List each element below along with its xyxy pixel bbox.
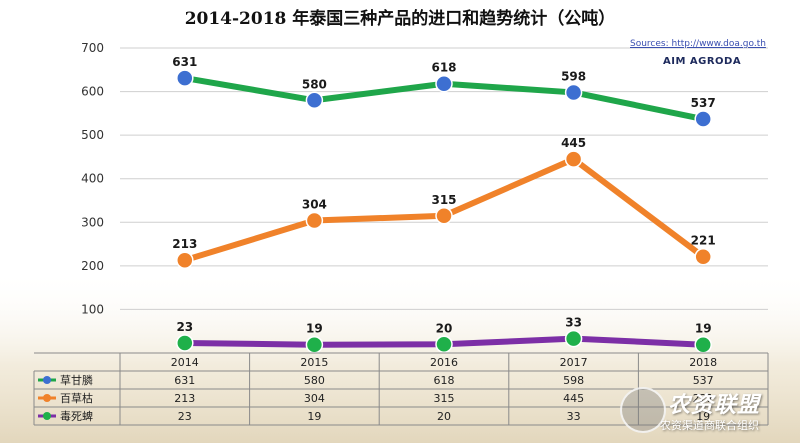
series-name: 百草枯 xyxy=(60,391,93,405)
x-tick-label: 2018 xyxy=(689,356,717,369)
table-cell: 580 xyxy=(304,374,325,387)
x-tick-label: 2016 xyxy=(430,356,458,369)
data-point xyxy=(305,91,324,110)
y-tick-label: 200 xyxy=(81,259,104,273)
x-tick-label: 2015 xyxy=(300,356,328,369)
data-label: 631 xyxy=(172,55,197,69)
table-cell: 23 xyxy=(178,410,192,423)
table-cell: 445 xyxy=(563,392,584,405)
y-tick-label: 500 xyxy=(81,128,104,142)
data-labels: 631 580 618 598 537 213 304 315 445 221 23 19 20 33 19 xyxy=(172,55,715,336)
table-cell: 598 xyxy=(563,374,584,387)
table-cell: 631 xyxy=(174,374,195,387)
watermark-subtitle: 农资渠道商联合组织 xyxy=(660,419,759,432)
data-point xyxy=(435,207,453,225)
data-label: 20 xyxy=(436,321,453,335)
series-name: 草甘膦 xyxy=(60,374,93,387)
data-point xyxy=(564,150,583,168)
watermark-logo-icon xyxy=(620,387,666,433)
legend-key-marker xyxy=(43,394,51,402)
data-label: 213 xyxy=(172,237,197,251)
data-label: 315 xyxy=(431,193,456,207)
data-label: 33 xyxy=(565,316,582,330)
y-tick-label: 100 xyxy=(81,302,104,316)
data-point xyxy=(305,335,324,354)
legend-key-marker xyxy=(43,376,51,384)
brand-logo-text: AIM AGRODA xyxy=(663,56,742,67)
y-tick-label: 600 xyxy=(81,85,104,99)
source-link[interactable]: Sources: http://www.doa.go.th xyxy=(630,39,766,49)
x-tick-label: 2014 xyxy=(171,356,199,369)
table-cell: 618 xyxy=(434,374,455,387)
series-name: 毒死蜱 xyxy=(60,410,93,423)
watermark-name: 农资联盟 xyxy=(668,393,761,418)
series-markers xyxy=(176,69,712,354)
table-cell: 19 xyxy=(307,410,321,423)
table-cell: 213 xyxy=(174,392,195,405)
chart-title: 2014-2018 年泰国三种产品的进口和趋势统计（公吨） xyxy=(184,9,616,29)
data-point xyxy=(694,110,712,128)
data-label: 598 xyxy=(561,69,586,83)
data-point xyxy=(435,335,453,354)
table-cell: 315 xyxy=(434,392,455,405)
data-label: 19 xyxy=(695,322,712,336)
legend-key-marker xyxy=(43,412,51,420)
data-point xyxy=(564,83,583,102)
data-point xyxy=(305,211,324,230)
data-label: 580 xyxy=(302,77,327,91)
y-axis-ticks: 100 200 300 400 500 600 700 xyxy=(81,41,104,316)
background-wheat xyxy=(0,270,800,443)
data-label: 445 xyxy=(561,136,586,150)
y-tick-label: 300 xyxy=(81,215,104,229)
table-cell: 221 xyxy=(693,392,714,405)
data-point xyxy=(176,251,194,269)
table-cell: 19 xyxy=(696,410,710,423)
data-point xyxy=(694,335,712,354)
data-label: 221 xyxy=(691,234,716,248)
data-label: 618 xyxy=(431,61,456,75)
data-label: 304 xyxy=(302,198,327,212)
data-point xyxy=(694,247,712,266)
data-point xyxy=(435,74,453,93)
data-label: 537 xyxy=(691,96,716,110)
table-cell: 537 xyxy=(693,374,714,387)
data-point xyxy=(176,334,194,352)
data-point xyxy=(176,69,194,87)
data-label: 23 xyxy=(176,320,193,334)
x-tick-label: 2017 xyxy=(560,356,588,369)
watermark: 农资联盟 农资渠道商联合组织 xyxy=(612,383,800,443)
table-cell: 20 xyxy=(437,410,451,423)
y-tick-label: 400 xyxy=(81,172,104,186)
table-cell: 33 xyxy=(567,410,581,423)
data-point xyxy=(564,329,583,348)
table-cell: 304 xyxy=(304,392,325,405)
data-label: 19 xyxy=(306,322,323,336)
data-table: 2014 2015 2016 2017 2018 草甘膦 631 580 618 598 537 百草… xyxy=(33,352,769,426)
y-tick-label: 700 xyxy=(81,41,104,55)
